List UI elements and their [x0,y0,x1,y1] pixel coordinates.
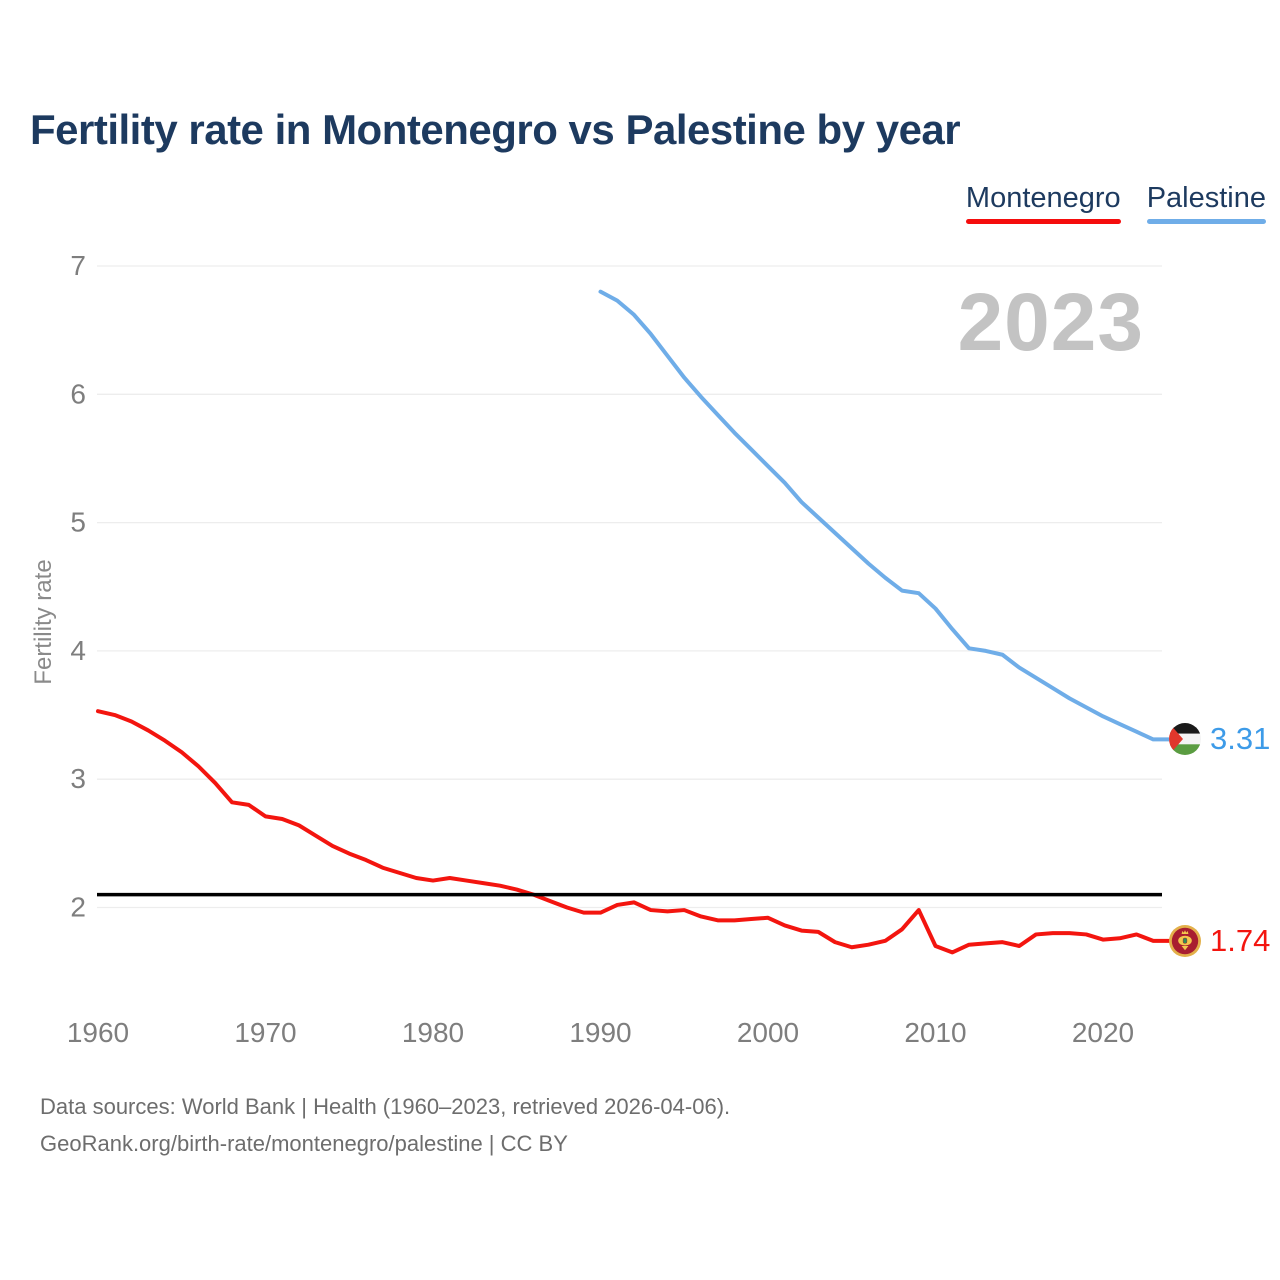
legend-swatch-montenegro [965,219,1121,224]
y-tick-label: 3 [70,763,86,794]
x-tick-label: 2020 [1072,1017,1134,1048]
end-value-montenegro: 1.74 [1210,922,1271,958]
legend-label-montenegro: Montenegro [965,182,1121,214]
y-tick-label: 4 [70,635,86,666]
legend-item-montenegro[interactable]: Montenegro [965,182,1121,224]
footer-link-line: GeoRank.org/birth-rate/montenegro/palest… [40,1131,568,1156]
x-tick-label: 2010 [904,1017,966,1048]
watermark-year: 2023 [957,277,1144,368]
legend-item-palestine[interactable]: Palestine [1146,182,1266,224]
y-tick-label: 6 [70,378,86,409]
montenegro-flag-icon [1169,924,1201,957]
page-title: Fertility rate in Montenegro vs Palestin… [30,106,961,153]
y-tick-label: 7 [70,250,86,281]
y-tick-label: 2 [70,892,86,923]
legend: Montenegro Palestine [965,182,1266,224]
footer-source-line: Data sources: World Bank | Health (1960–… [40,1094,731,1119]
palestine-flag-icon [1169,723,1201,756]
y-tick-label: 5 [70,507,86,538]
x-tick-label: 1990 [569,1017,631,1048]
footer: Data sources: World Bank | Health (1960–… [40,1088,730,1162]
x-tick-label: 1980 [402,1017,464,1048]
end-value-palestine: 3.31 [1210,721,1271,757]
series-line-palestine[interactable] [598,289,1174,742]
legend-swatch-palestine [1146,219,1266,224]
x-tick-label: 1960 [67,1017,129,1048]
end-marker-palestine: 3.31 [1169,721,1271,757]
x-tick-label: 2000 [737,1017,799,1048]
end-marker-montenegro: 1.74 [1169,922,1271,958]
series-line-montenegro[interactable] [96,709,1174,955]
x-tick-label: 1970 [234,1017,296,1048]
legend-label-palestine: Palestine [1146,182,1266,214]
line-chart: 2 3 4 5 6 7 1960 1970 1980 1990 2000 2010 2020 [67,250,1174,1048]
